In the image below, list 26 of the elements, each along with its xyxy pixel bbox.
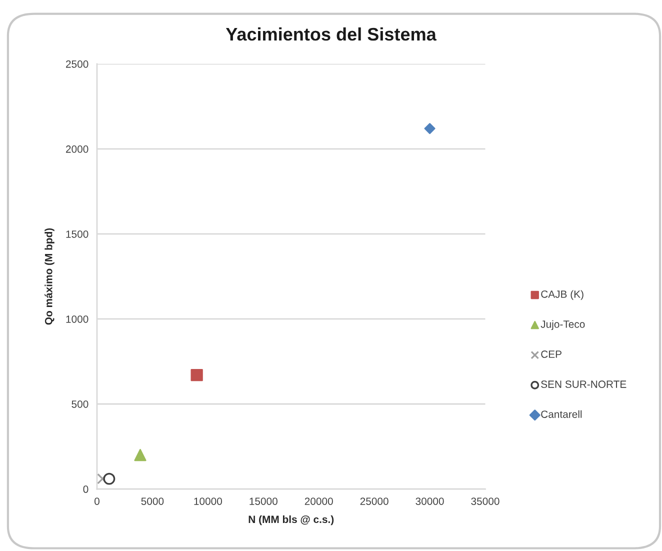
x-axis-title: N (MM bls @ c.s.): [248, 515, 334, 526]
y-tick-label: 2500: [66, 60, 88, 68]
x-tick-label: 20000: [304, 498, 333, 505]
legend-label: CEP: [541, 350, 562, 358]
x-tick-label: 25000: [360, 498, 388, 505]
x-tick-label: 5000: [141, 498, 164, 505]
legend-label: Jujo-Teco: [540, 320, 585, 330]
y-axis-title: Qo máximo (M bpd): [44, 228, 54, 325]
x-tick-label: 35000: [471, 498, 500, 505]
point: [190, 369, 203, 382]
x-tick-label: 15000: [250, 498, 278, 505]
chart-title: Yacimientos del Sistema: [226, 27, 436, 41]
point: [134, 448, 146, 462]
legend-label: CAJB (K): [541, 290, 584, 300]
y-tick-label: 0: [83, 486, 88, 493]
point: [424, 123, 436, 134]
y-tick-label: 500: [72, 400, 88, 408]
x-tick-label: 30000: [416, 498, 444, 505]
y-tick-label: 2000: [66, 145, 88, 153]
point: [103, 472, 116, 485]
legend-label: Cantarell: [541, 410, 582, 418]
y-tick-label: 1500: [66, 230, 88, 238]
y-tick-label: 1000: [66, 315, 88, 323]
x-tick-label: 10000: [194, 498, 222, 505]
legend-label: SEN SUR-NORTE: [541, 380, 626, 388]
x-tick-label: 0: [94, 498, 100, 505]
